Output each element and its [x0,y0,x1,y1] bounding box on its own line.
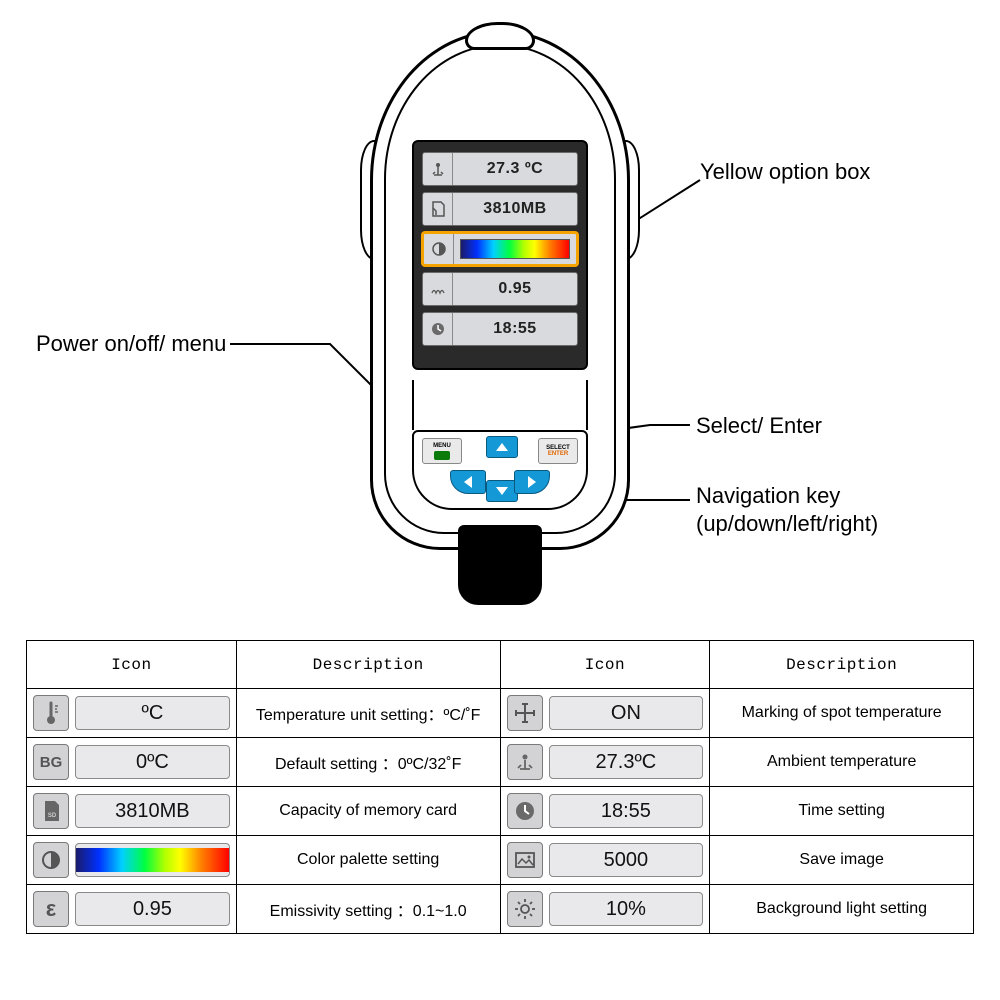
callout-power-menu: Power on/off/ menu [36,330,226,358]
icon-value: ºC [75,696,230,730]
thermal-device: 27.3 ºC 3810MB 0.95 [370,30,630,590]
icon-desc: Default setting ：0ºC/32˚F [236,738,500,787]
th-desc: Description [710,641,974,689]
callout-text: Select/ Enter [696,413,822,438]
icon-cell: ON [507,693,704,733]
menu-row-ambient[interactable]: 27.3 ºC [422,152,578,186]
menu-power-button[interactable]: MENU [422,438,462,464]
icon-desc: Background light setting [710,885,974,934]
nav-left-button[interactable] [450,470,486,494]
thermometer-icon [33,695,69,731]
icon-desc: Temperature unit setting：ºC/˚F [236,689,500,738]
table-body: ºC Temperature unit setting：ºC/˚F ON Mar… [27,689,974,934]
icon-cell: 18:55 [507,791,704,831]
enter-label: ENTER [548,451,568,457]
icon-value: 5000 [549,843,704,877]
icon-value: 18:55 [549,794,704,828]
clock-icon [507,793,543,829]
sd-card-icon: SD [33,793,69,829]
spectrum-bar [76,848,229,872]
menu-label: MENU [433,443,451,449]
menu-value: 18:55 [453,320,577,338]
menu-row-time[interactable]: 18:55 [422,312,578,346]
table-header-row: Icon Description Icon Description [27,641,974,689]
th-icon: Icon [27,641,237,689]
triangle-down-icon [496,487,508,495]
callout-navigation: Navigation key (up/down/left/right) [696,482,878,537]
icon-cell: 10% [507,889,704,929]
th-icon: Icon [500,641,710,689]
triangle-right-icon [528,476,536,488]
icon-value: 27.3ºC [549,745,704,779]
menu-row-memory[interactable]: 3810MB [422,192,578,226]
menu-row-palette[interactable] [422,232,578,266]
screen-frame-extension [412,380,588,430]
table-row: ε 0.95 Emissivity setting ：0.1~1.0 10% B… [27,885,974,934]
icon-cell: ε 0.95 [33,889,230,929]
epsilon-icon: ε [33,891,69,927]
brightness-icon [507,891,543,927]
select-enter-button[interactable]: SELECT ENTER [538,438,578,464]
icon-desc: Time setting [710,787,974,836]
triangle-up-icon [496,443,508,451]
ambient-icon [507,744,543,780]
sd-icon [423,193,453,225]
icon-cell: BG 0ºC [33,742,230,782]
icon-value: ON [549,696,704,730]
nav-up-button[interactable] [486,436,518,458]
triangle-left-icon [464,476,472,488]
table-row: ºC Temperature unit setting：ºC/˚F ON Mar… [27,689,974,738]
image-icon [507,842,543,878]
icon-desc: Capacity of memory card [236,787,500,836]
spectrum-bar [460,239,570,259]
callout-text: (up/down/left/right) [696,511,878,536]
device-diagram: Yellow option box Power on/off/ menu Sel… [0,10,1000,610]
icon-desc: Color palette setting [236,836,500,885]
icon-desc: Marking of spot temperature [710,689,974,738]
crosshair-icon [507,695,543,731]
emissivity-icon [423,273,453,305]
callout-yellow-box: Yellow option box [700,158,870,186]
power-icon [434,451,450,460]
callout-select-enter: Select/ Enter [696,412,822,440]
device-screen: 27.3 ºC 3810MB 0.95 [412,140,588,370]
icon-desc: Emissivity setting ：0.1~1.0 [236,885,500,934]
icon-value: 0.95 [75,892,230,926]
icon-value: 3810MB [75,794,230,828]
table-row: SD 3810MB Capacity of memory card 18:55 … [27,787,974,836]
icon-cell: ºC [33,693,230,733]
th-desc: Description [236,641,500,689]
palette-icon [33,842,69,878]
table-row: Color palette setting 5000 Save image [27,836,974,885]
palette-icon [424,234,454,264]
callout-text: Power on/off/ menu [36,331,226,356]
menu-value: 0.95 [453,280,577,298]
icon-value: 10% [549,892,704,926]
device-notch [465,22,535,50]
icon-cell: 27.3ºC [507,742,704,782]
icon-description-table: Icon Description Icon Description ºC Tem… [26,640,974,934]
icon-cell: SD 3810MB [33,791,230,831]
nav-right-button[interactable] [514,470,550,494]
table-row: BG 0ºC Default setting ：0ºC/32˚F 27.3ºC … [27,738,974,787]
clock-icon [423,313,453,345]
menu-value: 3810MB [453,200,577,218]
menu-value: 27.3 ºC [453,160,577,178]
spectrum-value [75,843,230,877]
icon-desc: Save image [710,836,974,885]
ambient-icon [423,153,453,185]
bg-icon: BG [33,744,69,780]
svg-text:SD: SD [48,813,57,819]
device-handle [458,525,542,605]
callout-text: Navigation key [696,483,840,508]
icon-cell [33,840,230,880]
menu-row-emissivity[interactable]: 0.95 [422,272,578,306]
callout-text: Yellow option box [700,159,870,184]
device-keypad: MENU SELECT ENTER [412,430,588,510]
icon-cell: 5000 [507,840,704,880]
icon-value: 0ºC [75,745,230,779]
icon-desc: Ambient temperature [710,738,974,787]
